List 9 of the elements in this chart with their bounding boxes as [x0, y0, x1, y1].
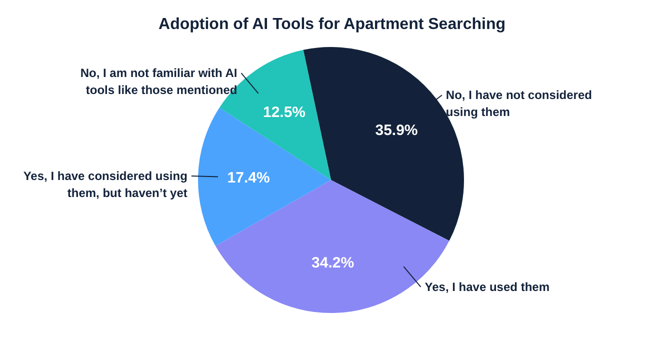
- slice-label: No, I have not considered using them: [446, 88, 592, 120]
- chart-title: Adoption of AI Tools for Apartment Searching: [158, 16, 506, 33]
- slice-label: Yes, I have considered using them, but haven’t yet: [23, 168, 188, 200]
- data-label: 34.2%: [312, 254, 354, 272]
- pie-slice: [198, 108, 331, 246]
- slice-label: Yes, I have used them: [424, 280, 550, 294]
- data-label: 17.4%: [227, 170, 270, 187]
- data-label: 35.9%: [375, 122, 418, 139]
- data-label: 12.5%: [262, 104, 306, 122]
